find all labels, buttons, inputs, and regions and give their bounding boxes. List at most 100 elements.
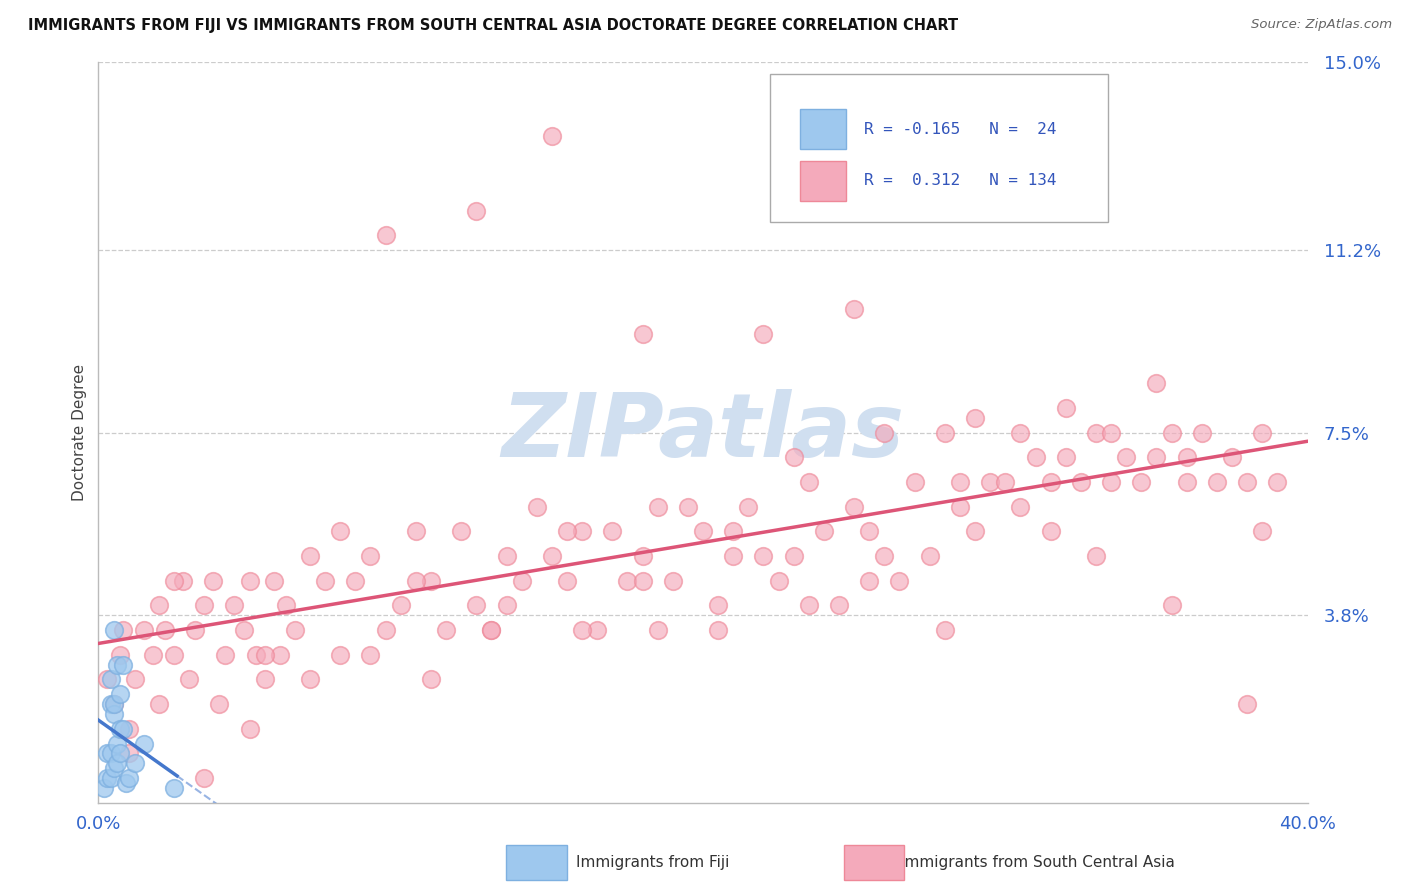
Point (631, 574, 654, 588)
Point (118, 747, 141, 761)
Point (344, 574, 367, 588)
Point (873, 425, 896, 440)
Point (224, 599, 246, 613)
Point (114, 776, 136, 790)
Point (1251, 425, 1274, 440)
Point (707, 599, 730, 613)
Point (844, 302, 866, 317)
Point (153, 623, 176, 637)
Point (111, 623, 134, 637)
Point (103, 697, 125, 711)
Point (108, 648, 131, 662)
Point (208, 697, 231, 711)
Point (858, 524, 880, 539)
Point (1039, 524, 1062, 539)
Point (1085, 549, 1108, 563)
Point (752, 326, 775, 341)
Point (239, 722, 262, 736)
Point (495, 549, 517, 563)
Point (647, 623, 669, 637)
Point (111, 657, 134, 672)
Point (1146, 376, 1168, 391)
Point (1236, 475, 1258, 489)
Point (797, 599, 820, 613)
Point (163, 574, 186, 588)
Point (148, 599, 170, 613)
Point (100, 697, 122, 711)
Point (405, 574, 427, 588)
Point (193, 771, 215, 785)
Point (540, 549, 562, 563)
Point (602, 524, 624, 539)
Point (100, 771, 122, 785)
Point (1099, 425, 1122, 440)
Point (934, 425, 956, 440)
Point (100, 747, 122, 761)
Point (949, 475, 972, 489)
Point (239, 574, 262, 588)
Point (124, 673, 146, 687)
Point (1099, 475, 1122, 489)
Point (586, 623, 609, 637)
Point (768, 574, 790, 588)
Point (1130, 475, 1153, 489)
Point (555, 574, 578, 588)
Point (93, 780, 115, 795)
Point (374, 228, 396, 243)
Point (692, 524, 714, 539)
Bar (800, 161, 845, 202)
Point (1010, 425, 1032, 440)
Point (232, 623, 254, 637)
Point (253, 673, 276, 687)
Point (420, 673, 443, 687)
Point (1024, 450, 1046, 465)
Text: Immigrants from South Central Asia: Immigrants from South Central Asia (900, 855, 1175, 870)
Point (752, 549, 775, 563)
Point (844, 500, 866, 514)
Point (103, 623, 125, 637)
Point (299, 549, 322, 563)
Point (631, 549, 654, 563)
Point (465, 203, 488, 218)
Point (571, 524, 593, 539)
Point (142, 648, 165, 662)
Point (994, 475, 1017, 489)
Point (245, 648, 267, 662)
Point (1206, 475, 1229, 489)
Point (184, 623, 207, 637)
Point (616, 574, 638, 588)
Point (132, 623, 155, 637)
Point (737, 500, 759, 514)
Point (96, 747, 118, 761)
Point (269, 648, 291, 662)
Point (481, 623, 503, 637)
Point (1085, 425, 1108, 440)
Point (284, 623, 307, 637)
Point (163, 648, 186, 662)
Point (1191, 425, 1213, 440)
Point (676, 500, 699, 514)
Point (904, 475, 927, 489)
Point (661, 574, 683, 588)
Point (1251, 524, 1274, 539)
Point (934, 623, 956, 637)
Point (360, 648, 382, 662)
Point (96, 771, 118, 785)
Point (918, 549, 941, 563)
Point (253, 648, 276, 662)
Point (797, 475, 820, 489)
Point (105, 657, 128, 672)
Point (111, 722, 134, 736)
Point (707, 623, 730, 637)
Point (1267, 475, 1289, 489)
Point (540, 129, 562, 144)
Text: Source: ZipAtlas.com: Source: ZipAtlas.com (1251, 18, 1392, 31)
Point (828, 599, 851, 613)
Text: R = -0.165   N =  24: R = -0.165 N = 24 (863, 121, 1056, 136)
Point (360, 549, 382, 563)
Point (889, 574, 911, 588)
Point (118, 722, 141, 736)
Point (1146, 450, 1168, 465)
Point (965, 410, 987, 425)
Point (1010, 500, 1032, 514)
